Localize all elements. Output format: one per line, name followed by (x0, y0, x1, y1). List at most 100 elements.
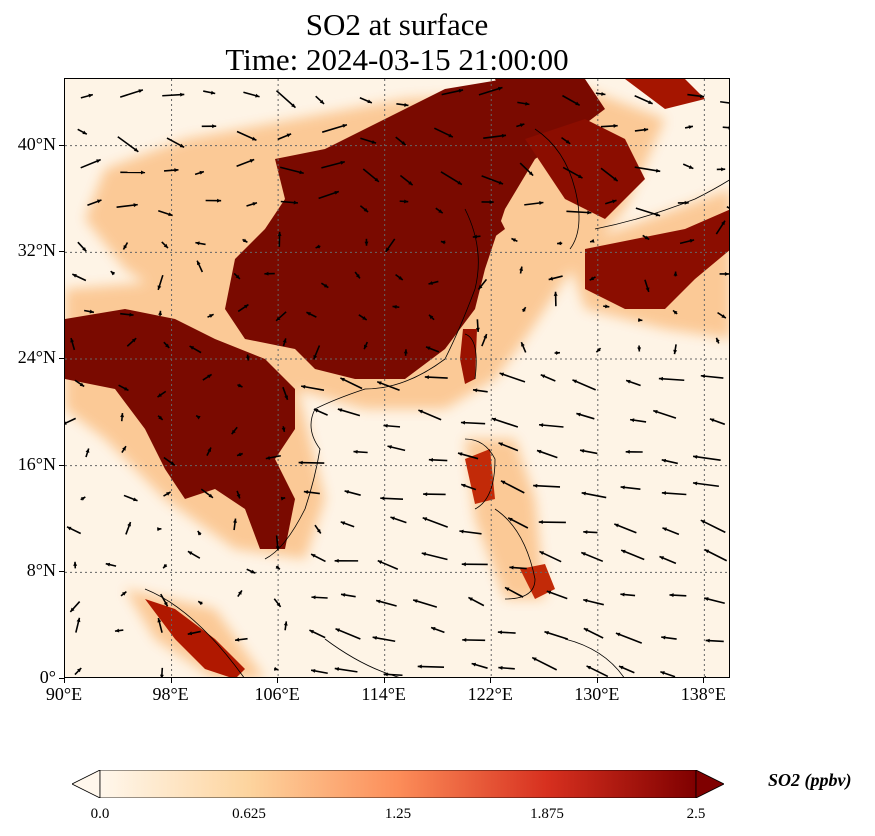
wind-arrow-head (460, 420, 466, 425)
wind-arrow-head (127, 522, 131, 527)
wind-arrow-head (613, 177, 618, 182)
wind-arrow-head (129, 312, 134, 317)
chart-title-line1: SO2 at surface (305, 7, 489, 42)
wind-arrow-head (340, 160, 345, 165)
wind-arrow-head (383, 423, 388, 428)
wind-arrow-head (65, 421, 67, 425)
wind-arrow-head (168, 212, 173, 217)
wind-arrow-shaft (499, 372, 526, 383)
chart-title-line2: Time: 2024-03-15 21:00:00 (225, 42, 569, 77)
wind-arrow-head (163, 563, 168, 569)
x-tick-label: 138°E (680, 684, 726, 704)
wind-arrow-head (644, 235, 650, 240)
wind-arrow-head (377, 381, 382, 386)
wind-arrow-head (557, 241, 562, 246)
x-tick-label: 106°E (254, 684, 300, 704)
wind-arrow-head (692, 481, 698, 486)
wind-arrow-head (418, 409, 423, 414)
wind-arrow-head (431, 627, 436, 631)
wind-arrow-head (233, 518, 237, 523)
wind-arrow-head (334, 558, 339, 563)
wind-arrow-shaft (572, 379, 596, 391)
wind-arrow-shaft (635, 207, 661, 217)
wind-arrow-shaft (417, 665, 445, 668)
wind-arrow-head (238, 590, 242, 595)
wind-arrow-head (157, 527, 162, 532)
x-tick-mark (277, 678, 279, 683)
so2-hotspot-malaya (145, 599, 245, 677)
wind-arrow-head (596, 347, 601, 353)
wind-arrow-head (478, 285, 483, 290)
x-tick-mark (490, 678, 492, 683)
wind-arrow-head (165, 343, 170, 348)
wind-arrow-head (383, 672, 388, 677)
wind-arrow-shaft (704, 548, 728, 562)
wind-arrow-head (235, 637, 240, 642)
wind-arrow-head (519, 123, 525, 128)
wind-arrow-head (380, 496, 385, 501)
wind-arrow-shaft (722, 126, 729, 129)
wind-arrow-head (387, 445, 392, 449)
wind-arrow-head (724, 272, 729, 276)
wind-arrow-head (475, 327, 480, 332)
wind-arrow-head (521, 307, 526, 312)
wind-arrow-head (539, 201, 544, 205)
wind-arrow-head (264, 271, 269, 276)
wind-arrow-head (187, 551, 193, 556)
wind-arrow-head (638, 318, 643, 322)
wind-arrow-head (619, 665, 624, 670)
wind-arrow-head (97, 199, 102, 204)
wind-arrow-head (73, 561, 78, 566)
wind-arrow-head (498, 86, 503, 91)
wind-arrow-head (364, 241, 369, 246)
wind-arrow-head (157, 618, 162, 623)
wind-arrow-head (548, 276, 554, 281)
wind-arrow-shaft (422, 516, 448, 528)
wind-arrow-head (499, 372, 505, 377)
wind-arrow-head (688, 125, 693, 130)
wind-arrow-shaft (538, 423, 564, 428)
wind-arrow-head (255, 93, 260, 98)
wind-arrow-head (589, 276, 595, 281)
wind-arrow-shaft (661, 491, 687, 496)
wind-arrow-head (275, 565, 280, 570)
wind-arrow-head (491, 417, 497, 422)
wind-arrow-head (236, 493, 241, 499)
wind-arrow-head (275, 546, 280, 551)
wind-arrow-head (249, 159, 255, 163)
wind-arrow-head (371, 140, 377, 144)
wind-arrow-head (519, 266, 524, 271)
wind-arrow-head (655, 168, 661, 173)
wind-arrow-head (88, 93, 93, 98)
wind-arrow-head (583, 598, 588, 603)
wind-arrow-head (489, 200, 494, 204)
wind-arrow-head (605, 304, 610, 309)
wind-arrow-head (637, 347, 642, 352)
so2-hotspot-korea (525, 119, 645, 219)
colorbar-tick-label: 0.625 (232, 806, 266, 822)
wind-arrow-head (511, 238, 516, 243)
wind-arrow-head (82, 247, 87, 252)
wind-arrow-head (282, 338, 287, 343)
colorbar (71, 769, 725, 799)
wind-arrow-head (374, 177, 379, 182)
wind-arrow-head (212, 124, 217, 129)
y-tick-label: 40°N (17, 133, 56, 154)
wind-arrow-head (408, 181, 413, 186)
wind-arrow-head (340, 377, 345, 382)
wind-arrow-head (281, 427, 286, 432)
wind-arrow-head (661, 458, 667, 463)
so2-hotspot-indochina (65, 309, 295, 549)
wind-arrow-head (209, 314, 214, 318)
wind-arrow-head (401, 141, 406, 146)
y-tick-label: 24°N (17, 347, 56, 367)
wind-arrow-head (501, 133, 507, 138)
wind-arrow-head (283, 621, 288, 626)
wind-arrow-head (303, 490, 309, 495)
wind-arrow-head (121, 591, 127, 596)
wind-arrow-head (440, 240, 446, 245)
wind-arrow-head (404, 102, 409, 107)
wind-arrow-head (625, 449, 630, 454)
wind-arrow-head (423, 492, 428, 497)
wind-arrow-head (280, 496, 286, 501)
